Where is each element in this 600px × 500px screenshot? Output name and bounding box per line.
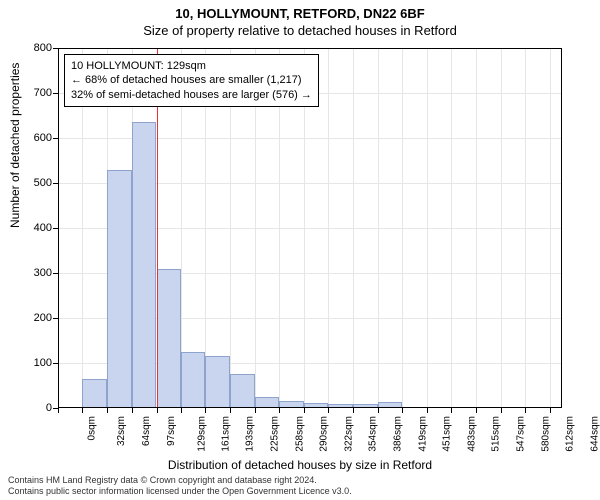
x-tick-mark [304, 408, 305, 413]
y-tick-label: 800 [12, 42, 52, 54]
x-tick-label: 451sqm [442, 416, 453, 452]
x-tick-mark [476, 408, 477, 413]
page-subtitle: Size of property relative to detached ho… [0, 21, 600, 38]
x-tick-label: 64sqm [141, 416, 152, 446]
y-tick-mark [53, 93, 58, 94]
x-tick-mark [255, 408, 256, 413]
attribution-text: Contains HM Land Registry data © Crown c… [8, 475, 352, 496]
x-axis-label: Distribution of detached houses by size … [0, 458, 600, 472]
x-tick-mark [550, 408, 551, 413]
y-tick-label: 0 [12, 402, 52, 414]
x-tick-label: 515sqm [491, 416, 502, 452]
page-title: 10, HOLLYMOUNT, RETFORD, DN22 6BF [0, 0, 600, 21]
x-tick-label: 354sqm [368, 416, 379, 452]
attribution-line-2: Contains public sector information licen… [8, 486, 352, 496]
x-tick-mark [181, 408, 182, 413]
x-tick-label: 644sqm [589, 416, 600, 452]
x-tick-label: 322sqm [343, 416, 354, 452]
x-tick-mark [328, 408, 329, 413]
y-tick-mark [53, 228, 58, 229]
x-tick-label: 483sqm [466, 416, 477, 452]
x-tick-label: 32sqm [116, 416, 127, 446]
x-tick-mark [58, 408, 59, 413]
annotation-box: 10 HOLLYMOUNT: 129sqm← 68% of detached h… [64, 54, 319, 107]
annotation-line: 10 HOLLYMOUNT: 129sqm [71, 59, 312, 73]
y-tick-mark [53, 138, 58, 139]
x-tick-mark [451, 408, 452, 413]
x-tick-mark [402, 408, 403, 413]
x-tick-mark [107, 408, 108, 413]
chart-container: 10, HOLLYMOUNT, RETFORD, DN22 6BF Size o… [0, 0, 600, 500]
x-tick-mark [427, 408, 428, 413]
x-tick-label: 580sqm [540, 416, 551, 452]
x-tick-label: 97sqm [166, 416, 177, 446]
y-tick-mark [53, 48, 58, 49]
x-tick-mark [230, 408, 231, 413]
x-tick-label: 129sqm [196, 416, 207, 452]
x-tick-label: 419sqm [418, 416, 429, 452]
x-tick-mark [132, 408, 133, 413]
x-tick-mark [525, 408, 526, 413]
x-tick-label: 225sqm [269, 416, 280, 452]
y-tick-mark [53, 318, 58, 319]
x-tick-label: 386sqm [392, 416, 403, 452]
attribution-line-1: Contains HM Land Registry data © Crown c… [8, 475, 352, 485]
x-tick-mark [378, 408, 379, 413]
x-tick-mark [501, 408, 502, 413]
y-tick-mark [53, 273, 58, 274]
histogram-chart: 10 HOLLYMOUNT: 129sqm← 68% of detached h… [58, 48, 562, 408]
x-tick-label: 612sqm [565, 416, 576, 452]
x-tick-label: 161sqm [221, 416, 232, 452]
y-tick-mark [53, 363, 58, 364]
x-tick-label: 258sqm [295, 416, 306, 452]
annotation-line: 32% of semi-detached houses are larger (… [71, 88, 312, 102]
x-tick-mark [353, 408, 354, 413]
x-tick-label: 290sqm [319, 416, 330, 452]
y-tick-label: 300 [12, 267, 52, 279]
annotation-line: ← 68% of detached houses are smaller (1,… [71, 73, 312, 87]
y-tick-label: 100 [12, 357, 52, 369]
y-tick-mark [53, 183, 58, 184]
y-axis-label: Number of detached properties [8, 63, 22, 228]
x-tick-label: 547sqm [515, 416, 526, 452]
y-tick-label: 200 [12, 312, 52, 324]
x-tick-label: 193sqm [245, 416, 256, 452]
x-tick-mark [157, 408, 158, 413]
x-tick-mark [279, 408, 280, 413]
x-tick-label: 0sqm [86, 416, 97, 440]
x-tick-mark [82, 408, 83, 413]
x-tick-mark [205, 408, 206, 413]
